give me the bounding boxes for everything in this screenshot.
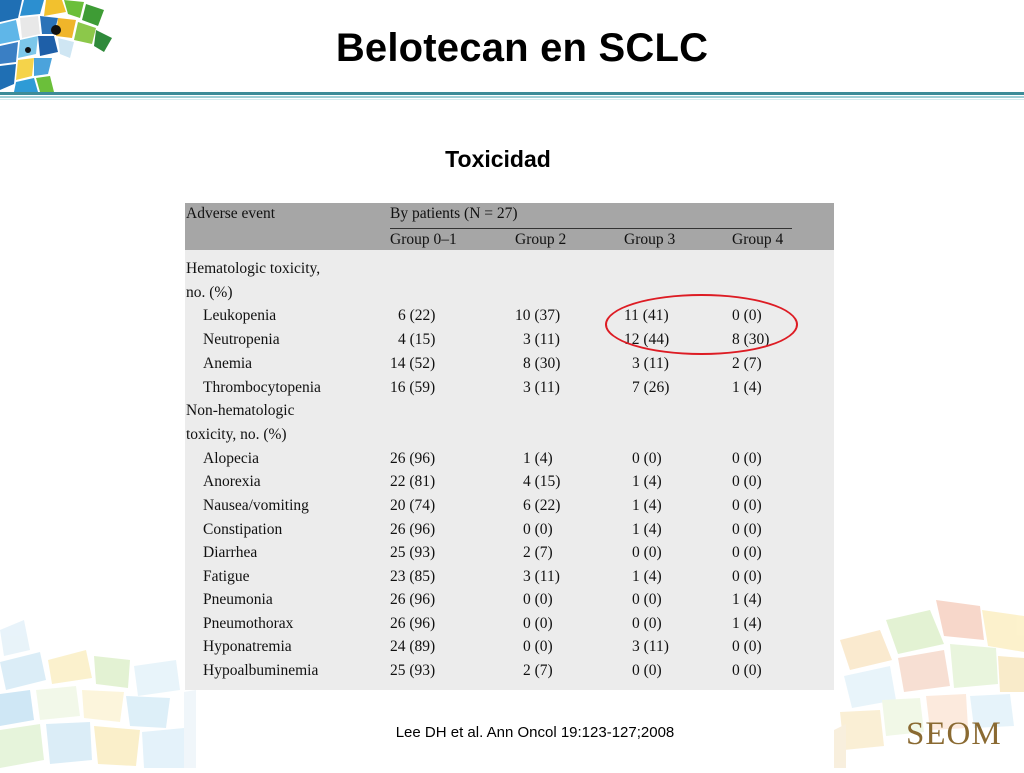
row-value: 0 (0) — [632, 544, 662, 561]
row-value: 3 (11) — [523, 568, 560, 585]
row-value: 0 (0) — [523, 638, 553, 655]
header-underline — [390, 228, 792, 229]
header-group-3: Group 3 — [624, 231, 676, 248]
row-value: 3 (11) — [523, 379, 560, 396]
header-by-patients: By patients (N = 27) — [390, 205, 518, 222]
row-value: 1 (4) — [523, 450, 553, 467]
row-value: 0 (0) — [632, 615, 662, 632]
row-value: 0 (0) — [523, 591, 553, 608]
row-event: Alopecia — [203, 450, 259, 467]
row-value: 22 (81) — [390, 473, 436, 490]
section-label-hematologic-line2: no. (%) — [186, 284, 233, 301]
row-event: Nausea/vomiting — [203, 497, 309, 514]
row-value: 6 (22) — [398, 307, 436, 324]
row-event: Fatigue — [203, 568, 250, 585]
row-event: Hyponatremia — [203, 638, 292, 655]
row-event: Diarrhea — [203, 544, 258, 561]
row-value: 3 (11) — [632, 355, 669, 372]
row-value: 0 (0) — [732, 473, 762, 490]
section-label-hematologic: Hematologic toxicity, — [186, 260, 321, 277]
header-group-4: Group 4 — [732, 231, 784, 248]
row-value: 0 (0) — [732, 544, 762, 561]
row-value: 3 (11) — [632, 638, 669, 655]
row-value: 6 (22) — [523, 497, 561, 514]
row-value: 1 (4) — [632, 473, 662, 490]
row-value: 0 (0) — [732, 638, 762, 655]
row-event: Pneumothorax — [203, 615, 294, 632]
page-title: Belotecan en SCLC — [335, 26, 709, 70]
seom-logo: SEOM — [906, 716, 1002, 752]
header-rule-tertiary — [0, 99, 1024, 100]
section-label-non-hematologic: Non-hematologic — [186, 402, 295, 419]
row-event: Hypoalbuminemia — [203, 662, 319, 679]
row-value: 0 (0) — [523, 615, 553, 632]
mosaic-logo-icon — [0, 0, 118, 92]
section-label-non-hematologic-line2: toxicity, no. (%) — [186, 426, 287, 443]
row-value: 0 (0) — [632, 591, 662, 608]
header-adverse-event: Adverse event — [186, 205, 276, 222]
row-event: Pneumonia — [203, 591, 273, 608]
row-value: 0 (0) — [732, 662, 762, 679]
row-value: 0 (0) — [632, 450, 662, 467]
table-header: Adverse event By patients (N = 27) Group… — [185, 203, 834, 250]
row-value: 26 (96) — [390, 615, 436, 632]
row-value: 24 (89) — [390, 638, 436, 655]
row-value: 14 (52) — [390, 355, 436, 372]
row-value: 10 (37) — [515, 307, 561, 324]
citation: Lee DH et al. Ann Oncol 19:123-127;2008 — [395, 724, 675, 741]
row-value: 4 (15) — [523, 473, 561, 490]
row-value: 2 (7) — [523, 544, 553, 561]
row-value: 0 (0) — [732, 497, 762, 514]
row-value: 1 (4) — [632, 497, 662, 514]
highlight-ellipse — [605, 294, 798, 355]
row-value: 26 (96) — [390, 450, 436, 467]
mosaic-decoration-icon — [0, 600, 1024, 768]
row-value: 0 (0) — [732, 568, 762, 585]
row-value: 8 (30) — [523, 355, 561, 372]
row-value: 1 (4) — [732, 615, 762, 632]
row-value: 0 (0) — [523, 521, 553, 538]
row-value: 0 (0) — [632, 662, 662, 679]
header-rule — [0, 92, 1024, 95]
section-subtitle: Toxicidad — [445, 146, 551, 172]
row-value: 1 (4) — [632, 521, 662, 538]
header-group-2: Group 2 — [515, 231, 567, 248]
row-value: 1 (4) — [732, 591, 762, 608]
toxicity-table: Adverse event By patients (N = 27) Group… — [185, 203, 834, 690]
row-value: 26 (96) — [390, 521, 436, 538]
row-value: 3 (11) — [523, 331, 560, 348]
row-value: 0 (0) — [732, 521, 762, 538]
row-event: Anorexia — [203, 473, 261, 490]
row-value: 2 (7) — [523, 662, 553, 679]
row-value: 16 (59) — [390, 379, 436, 396]
row-event: Neutropenia — [203, 331, 280, 348]
row-value: 23 (85) — [390, 568, 436, 585]
header-rule-secondary — [0, 96, 1024, 98]
row-event: Leukopenia — [203, 307, 277, 324]
row-value: 26 (96) — [390, 591, 436, 608]
row-value: 7 (26) — [632, 379, 670, 396]
header-group-0-1: Group 0–1 — [390, 231, 457, 248]
row-value: 1 (4) — [732, 379, 762, 396]
row-event: Anemia — [203, 355, 253, 372]
row-value: 25 (93) — [390, 544, 436, 561]
row-value: 1 (4) — [632, 568, 662, 585]
row-event: Thrombocytopenia — [203, 379, 321, 396]
row-value: 20 (74) — [390, 497, 436, 514]
row-value: 2 (7) — [732, 355, 762, 372]
row-value: 0 (0) — [732, 450, 762, 467]
row-value: 25 (93) — [390, 662, 436, 679]
row-event: Constipation — [203, 521, 283, 538]
row-value: 4 (15) — [398, 331, 436, 348]
